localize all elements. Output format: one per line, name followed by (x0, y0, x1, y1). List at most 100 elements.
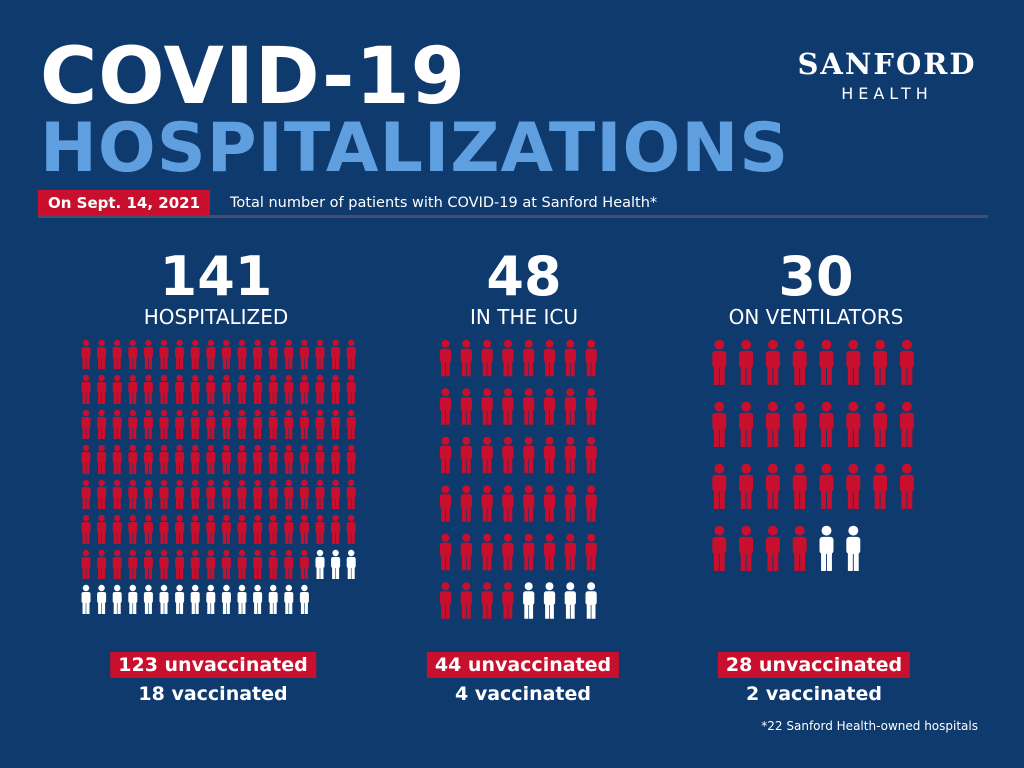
ventilators-total: 30 (778, 245, 854, 308)
unvaccinated-person-icon (502, 436, 514, 474)
unvaccinated-person-icon (128, 339, 138, 369)
unvaccinated-person-icon (739, 463, 754, 509)
unvaccinated-person-icon (284, 549, 294, 579)
unvaccinated-person-icon (237, 514, 247, 544)
unvaccinated-person-icon (221, 479, 231, 509)
unvaccinated-person-icon (284, 514, 294, 544)
unvaccinated-person-icon (221, 339, 231, 369)
unvaccinated-person-icon (543, 339, 556, 377)
unvaccinated-person-icon (481, 388, 493, 425)
unvaccinated-person-icon (159, 444, 169, 474)
unvaccinated-person-icon (315, 409, 325, 439)
unvaccinated-person-icon (159, 549, 169, 579)
vaccinated-person-icon (221, 584, 231, 614)
unvaccinated-person-icon (899, 339, 914, 385)
vaccinated-person-icon (543, 582, 556, 619)
unvaccinated-person-icon (481, 485, 493, 522)
unvaccinated-person-icon (206, 339, 216, 369)
unvaccinated-person-icon (206, 549, 216, 579)
unvaccinated-person-icon (315, 479, 325, 509)
unvaccinated-person-icon (237, 339, 247, 369)
unvaccinated-person-icon (564, 485, 576, 522)
unvaccinated-person-icon (237, 479, 247, 509)
unvaccinated-person-icon (97, 549, 107, 579)
unvaccinated-person-icon (739, 339, 754, 385)
unvaccinated-person-icon (190, 409, 200, 439)
unvaccinated-person-icon (237, 409, 247, 439)
unvaccinated-person-icon (331, 514, 341, 544)
unvaccinated-person-icon (523, 533, 535, 571)
unvaccinated-person-icon (253, 549, 263, 579)
hospitalized-header: 141 HOSPITALIZED (106, 248, 326, 330)
icu-header: 48 IN THE ICU (424, 248, 624, 330)
ventilators-header: 30 ON VENTILATORS (704, 248, 928, 330)
vaccinated-person-icon (268, 584, 278, 614)
unvaccinated-person-icon (190, 374, 200, 404)
unvaccinated-person-icon (206, 409, 216, 439)
unvaccinated-person-icon (331, 339, 341, 369)
unvaccinated-person-icon (846, 401, 861, 447)
unvaccinated-person-icon (765, 339, 780, 385)
unvaccinated-person-icon (128, 374, 138, 404)
unvaccinated-person-icon (190, 514, 200, 544)
unvaccinated-person-icon (846, 339, 861, 385)
unvaccinated-person-icon (346, 409, 356, 439)
unvaccinated-person-icon (128, 444, 138, 474)
vaccinated-person-icon (523, 582, 535, 619)
unvaccinated-person-icon (159, 339, 169, 369)
unvaccinated-person-icon (819, 463, 834, 509)
unvaccinated-person-icon (175, 374, 185, 404)
unvaccinated-person-icon (873, 463, 888, 509)
unvaccinated-person-icon (564, 388, 576, 425)
footnote: *22 Sanford Health-owned hospitals (761, 719, 978, 733)
unvaccinated-person-icon (206, 479, 216, 509)
icu-vaccinated-text: 4 vaccinated (455, 683, 591, 705)
unvaccinated-person-icon (712, 463, 727, 509)
date-badge: On Sept. 14, 2021 (38, 190, 210, 216)
unvaccinated-person-icon (143, 514, 153, 544)
unvaccinated-person-icon (284, 479, 294, 509)
unvaccinated-person-icon (899, 401, 914, 447)
unvaccinated-person-icon (523, 436, 535, 474)
unvaccinated-person-icon (299, 444, 309, 474)
unvaccinated-person-icon (268, 514, 278, 544)
unvaccinated-person-icon (439, 388, 452, 425)
vaccinated-person-icon (331, 549, 341, 579)
unvaccinated-person-icon (159, 374, 169, 404)
unvaccinated-person-icon (112, 374, 122, 404)
unvaccinated-person-icon (460, 485, 472, 522)
unvaccinated-person-icon (253, 479, 263, 509)
unvaccinated-person-icon (299, 549, 309, 579)
unvaccinated-person-icon (712, 339, 727, 385)
vaccinated-person-icon (284, 584, 294, 614)
unvaccinated-person-icon (206, 374, 216, 404)
unvaccinated-person-icon (268, 409, 278, 439)
unvaccinated-person-icon (97, 339, 107, 369)
unvaccinated-person-icon (299, 374, 309, 404)
unvaccinated-person-icon (206, 444, 216, 474)
unvaccinated-person-icon (190, 479, 200, 509)
vaccinated-person-icon (819, 525, 834, 571)
unvaccinated-person-icon (331, 409, 341, 439)
icu-total: 48 (486, 245, 562, 308)
unvaccinated-person-icon (460, 339, 472, 377)
vaccinated-person-icon (564, 582, 576, 619)
unvaccinated-person-icon (143, 549, 153, 579)
unvaccinated-person-icon (564, 533, 576, 571)
unvaccinated-person-icon (299, 339, 309, 369)
unvaccinated-person-icon (268, 444, 278, 474)
unvaccinated-person-icon (128, 514, 138, 544)
unvaccinated-person-icon (481, 582, 493, 619)
unvaccinated-person-icon (237, 549, 247, 579)
unvaccinated-person-icon (585, 436, 597, 474)
unvaccinated-person-icon (175, 444, 185, 474)
unvaccinated-person-icon (284, 444, 294, 474)
unvaccinated-person-icon (175, 514, 185, 544)
unvaccinated-person-icon (112, 514, 122, 544)
unvaccinated-person-icon (284, 339, 294, 369)
unvaccinated-person-icon (873, 401, 888, 447)
sanford-health-logo: SANFORD HEALTH (792, 48, 982, 104)
unvaccinated-person-icon (765, 525, 780, 571)
unvaccinated-person-icon (439, 582, 452, 619)
